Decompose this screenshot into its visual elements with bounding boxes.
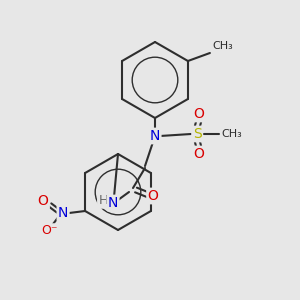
Text: O: O bbox=[194, 147, 204, 161]
Text: CH₃: CH₃ bbox=[212, 41, 233, 51]
Text: O⁻: O⁻ bbox=[41, 224, 57, 238]
Text: O: O bbox=[148, 189, 158, 203]
Text: O: O bbox=[38, 194, 49, 208]
Text: S: S bbox=[193, 127, 201, 141]
Text: N: N bbox=[108, 196, 118, 210]
Text: N: N bbox=[150, 129, 160, 143]
Text: H: H bbox=[98, 194, 108, 208]
Text: N: N bbox=[58, 206, 68, 220]
Text: CH₃: CH₃ bbox=[221, 129, 242, 139]
Text: O: O bbox=[194, 107, 204, 121]
